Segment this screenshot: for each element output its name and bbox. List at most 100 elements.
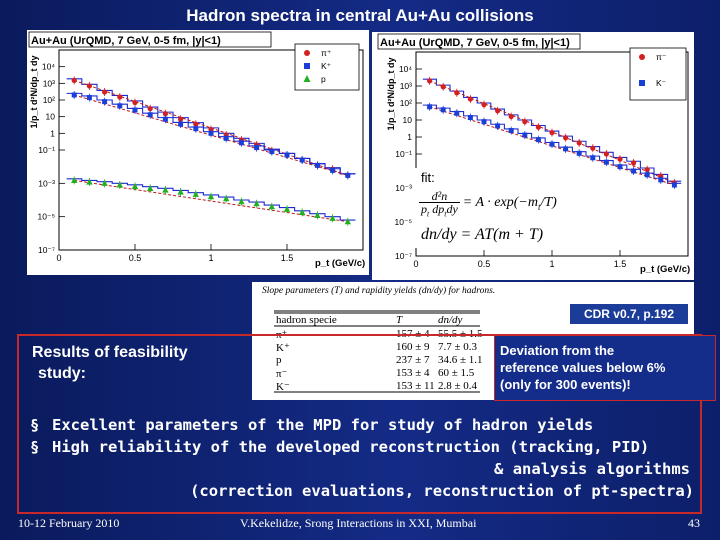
summary-frame <box>17 334 702 514</box>
table-header-cell: hadron specie <box>276 314 337 326</box>
bullet-continuation-1: & analysis algorithms <box>494 460 690 478</box>
x-tick-label: 1 <box>549 259 554 269</box>
data-point <box>344 218 351 225</box>
legend-label: K⁺ <box>321 61 332 71</box>
y-tick-label: 10 <box>46 112 56 122</box>
table-cell: 160 ± 9 <box>396 341 430 353</box>
table-rules <box>274 310 480 393</box>
deviation-note: Deviation from the reference values belo… <box>494 335 716 401</box>
legend-marker <box>639 80 645 86</box>
data-point <box>117 103 123 109</box>
data-point <box>617 164 623 170</box>
data-point <box>193 126 199 132</box>
legend-label: p <box>321 74 326 84</box>
data-point <box>631 160 637 166</box>
results-line-2: study: <box>38 365 86 382</box>
data-point <box>178 121 184 127</box>
fit-eq1-dy: dy <box>446 202 458 216</box>
x-tick-label: 1.5 <box>614 259 627 269</box>
data-point <box>481 102 487 108</box>
data-point <box>192 190 199 197</box>
fit-eq1-rhs-end: /T) <box>540 195 557 211</box>
y-tick-label: 10⁻¹ <box>395 149 412 159</box>
x-axis-label: p_t (GeV/c) <box>315 258 365 269</box>
data-point <box>223 195 230 202</box>
y-tick-label: 10 <box>403 115 413 125</box>
bullet-item: § High reliability of the developed reco… <box>30 436 700 458</box>
fit-eq1-dp-sub: t <box>444 209 447 219</box>
data-point <box>603 159 609 165</box>
data-point <box>658 177 664 183</box>
table-caption: Slope parameters (T) and rapidity yields… <box>262 286 496 296</box>
data-point <box>590 155 596 161</box>
data-point <box>576 150 582 156</box>
data-point <box>207 193 215 200</box>
data-point <box>269 149 275 155</box>
data-point <box>253 200 260 207</box>
table-cell: p <box>276 354 282 366</box>
data-point <box>481 119 487 125</box>
y-tick-label: 10⁻³ <box>38 178 55 188</box>
footer-page-number: 43 <box>688 516 700 530</box>
data-point <box>254 145 260 151</box>
data-point <box>86 178 93 185</box>
y-tick-label: 10³ <box>43 78 55 88</box>
x-axis-label: p_t (GeV/c) <box>640 264 690 275</box>
fit-equation-2: dn/dy = AT(m + T) <box>421 226 544 243</box>
chart-title-box <box>28 31 272 48</box>
deviation-line-2: reference values below 6% <box>500 360 666 375</box>
legend-label: π⁺ <box>321 48 332 58</box>
table-cell: π⁻ <box>276 368 288 380</box>
table-header-cell: dn/dy <box>438 314 463 326</box>
chart-title: Au+Au (UrQMD, 7 GeV, 0-5 fm, |y|<1) <box>380 37 570 49</box>
data-point <box>631 168 637 174</box>
data-point <box>116 181 123 188</box>
data-point <box>102 99 108 105</box>
legend-marker <box>303 75 311 82</box>
data-point <box>178 116 184 122</box>
y-tick-label: 10⁻⁷ <box>38 245 55 255</box>
deviation-line-3: (only for 300 events)! <box>500 377 631 392</box>
bullet-marker: § <box>30 438 40 456</box>
data-point <box>644 167 650 173</box>
footer-date: 10-12 February 2010 <box>18 516 120 530</box>
data-point <box>345 172 351 178</box>
data-point <box>208 130 214 136</box>
y-tick-label: 10⁻⁵ <box>38 212 55 222</box>
data-point <box>522 132 528 138</box>
fit-eq1-numerator: d²n <box>419 190 460 203</box>
data-point <box>162 111 168 117</box>
data-point <box>576 140 582 146</box>
left-spectra-chart: Au+Au (UrQMD, 7 GeV, 0-5 fm, |y|<1)10⁴10… <box>28 31 365 269</box>
fit-eq1-p: p <box>421 202 427 216</box>
y-tick-label: 10⁴ <box>42 62 55 72</box>
data-point <box>162 116 168 122</box>
fit-label: fit: <box>421 170 435 185</box>
y-tick-label: 10⁻⁵ <box>395 217 412 227</box>
results-heading: Results of feasibility study: <box>32 342 188 384</box>
data-point <box>440 84 446 90</box>
data-point <box>117 94 123 100</box>
data-point <box>495 123 501 129</box>
data-point <box>644 172 650 178</box>
data-point <box>329 214 336 221</box>
fit-eq1-rhs-main: = A · exp(−m <box>462 195 538 211</box>
data-point <box>508 113 514 120</box>
data-point <box>549 141 555 147</box>
fit-eq1-d2n: d²n <box>431 189 448 203</box>
bullet-text: High reliability of the developed recons… <box>52 438 650 456</box>
data-point <box>330 167 336 173</box>
bullet-text: Excellent parameters of the MPD for stud… <box>52 416 594 434</box>
data-point <box>132 99 138 106</box>
bullet-continuation-2: (correction evaluations, reconstruction … <box>190 482 694 500</box>
fit-eq1-denominator: pt dptdy <box>419 203 460 220</box>
data-point <box>440 107 446 113</box>
x-tick-label: 1.5 <box>281 253 294 263</box>
x-tick-label: 0 <box>413 259 418 269</box>
data-point <box>535 137 541 143</box>
data-point <box>427 104 433 110</box>
table-cell: 153 ± 4 <box>396 367 430 379</box>
data-point <box>495 108 501 114</box>
bullet-marker: § <box>30 416 40 434</box>
fit-formula-box: fit: d²n pt dptdy = A · exp(−mt/T) dn/dy… <box>413 168 578 248</box>
